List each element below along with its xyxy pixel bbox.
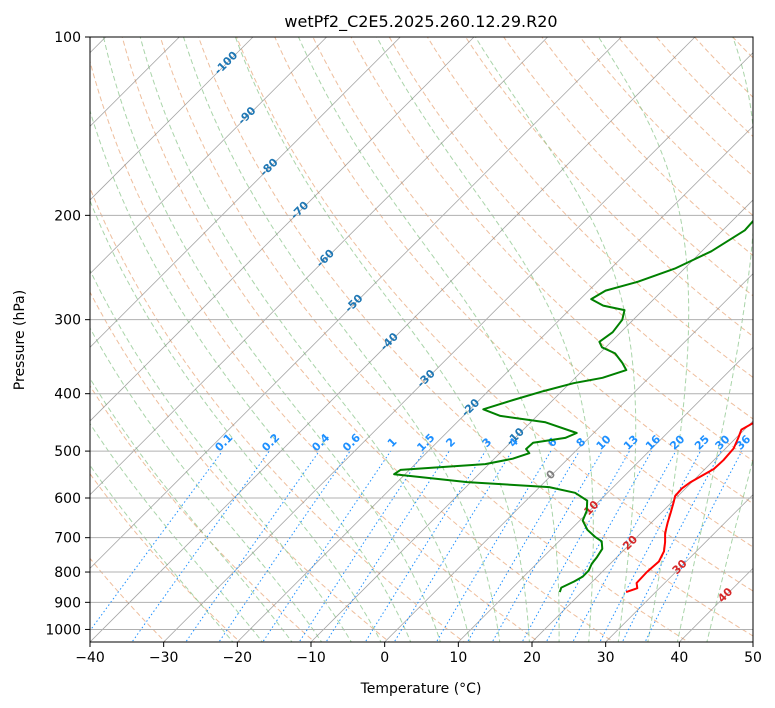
- mixing-ratio-line: [90, 450, 223, 632]
- mixing-ratio-line: [393, 450, 513, 642]
- chart-title: wetPf2_C2E5.2025.260.12.29.R20: [284, 12, 557, 32]
- mixing-ratio-line: [325, 450, 450, 642]
- dry-adiabat: [274, 37, 753, 548]
- isotherm-line: [163, 52, 753, 642]
- dry-adiabat: [312, 37, 753, 505]
- mixing-ratio-line: [262, 450, 392, 642]
- isotherm-line: [605, 494, 753, 642]
- sounding-series: [393, 219, 753, 594]
- dry-adiabat: [426, 37, 753, 379]
- y-tick-label: 800: [54, 565, 81, 581]
- isotherm-line: [90, 37, 696, 642]
- mixing-ratio-line: [298, 450, 425, 642]
- mixing-ratio-lines: [90, 450, 743, 642]
- dewpoint-profile-line: [393, 219, 753, 593]
- isotherm-line: [90, 37, 327, 275]
- mixing-ratio-line: [572, 450, 677, 642]
- y-tick-label: 200: [54, 208, 81, 224]
- x-tick-label: 30: [597, 650, 615, 666]
- moist-adiabat: [90, 464, 234, 642]
- isotherm-line: [90, 37, 401, 348]
- dry-adiabat: [465, 37, 753, 338]
- y-tick-label: 700: [54, 531, 81, 547]
- isotherm-line: [384, 273, 753, 642]
- isotherm-line: [90, 37, 622, 569]
- x-tick-label: 10: [449, 650, 467, 666]
- moist-adiabat: [90, 422, 264, 642]
- dry-adiabat: [90, 384, 316, 642]
- mixing-ratio-line: [364, 450, 486, 642]
- temperature-profile-line: [625, 421, 753, 594]
- isotherm-line: [458, 346, 753, 642]
- y-tick-label: 900: [54, 595, 81, 611]
- x-tick-label: −20: [223, 650, 253, 666]
- y-tick-label: 600: [54, 491, 81, 507]
- x-axis-ticks: −40 −30 −20 −10 0 10 20 30 40 50: [75, 642, 762, 666]
- y-tick-label: 1000: [45, 622, 81, 638]
- isotherm-line: [531, 420, 753, 642]
- isotherm-line: [310, 199, 753, 642]
- x-tick-label: −10: [296, 650, 326, 666]
- y-tick-label: 500: [54, 444, 81, 460]
- y-tick-label: 400: [54, 387, 81, 403]
- isotherm-line: [90, 37, 548, 496]
- dry-adiabat: [236, 37, 753, 592]
- plot-frame: [89, 36, 754, 643]
- y-tick-label: 100: [54, 30, 81, 46]
- x-tick-label: 50: [744, 650, 762, 666]
- mixing-ratio-line: [466, 450, 580, 642]
- x-tick-label: 40: [670, 650, 688, 666]
- x-tick-label: 0: [380, 650, 389, 666]
- pressure-gridlines: [90, 37, 753, 630]
- y-tick-label: 300: [54, 313, 81, 329]
- x-tick-label: 20: [523, 650, 541, 666]
- moist-adiabat: [90, 377, 293, 642]
- y-axis-ticks: 100 200 300 400 500 600 700 800 900 1000: [45, 30, 90, 638]
- mixing-ratio-line: [185, 450, 320, 642]
- isotherm-line: [237, 125, 753, 642]
- x-tick-label: −30: [149, 650, 179, 666]
- x-axis-label: Temperature (°C): [360, 681, 482, 697]
- y-axis-label: Pressure (hPa): [12, 290, 28, 390]
- mixing-ratio-line: [131, 450, 270, 642]
- isotherm-line: [90, 37, 475, 422]
- dry-adiabat: [350, 37, 753, 462]
- dry-adiabat: [90, 59, 540, 642]
- isotherms: [90, 37, 753, 642]
- mixing-ratio-line: [218, 450, 351, 642]
- dry-adiabat: [197, 37, 753, 637]
- mixing-ratio-line: [621, 450, 722, 642]
- isotherm-line: [90, 37, 254, 201]
- x-tick-label: −40: [75, 650, 105, 666]
